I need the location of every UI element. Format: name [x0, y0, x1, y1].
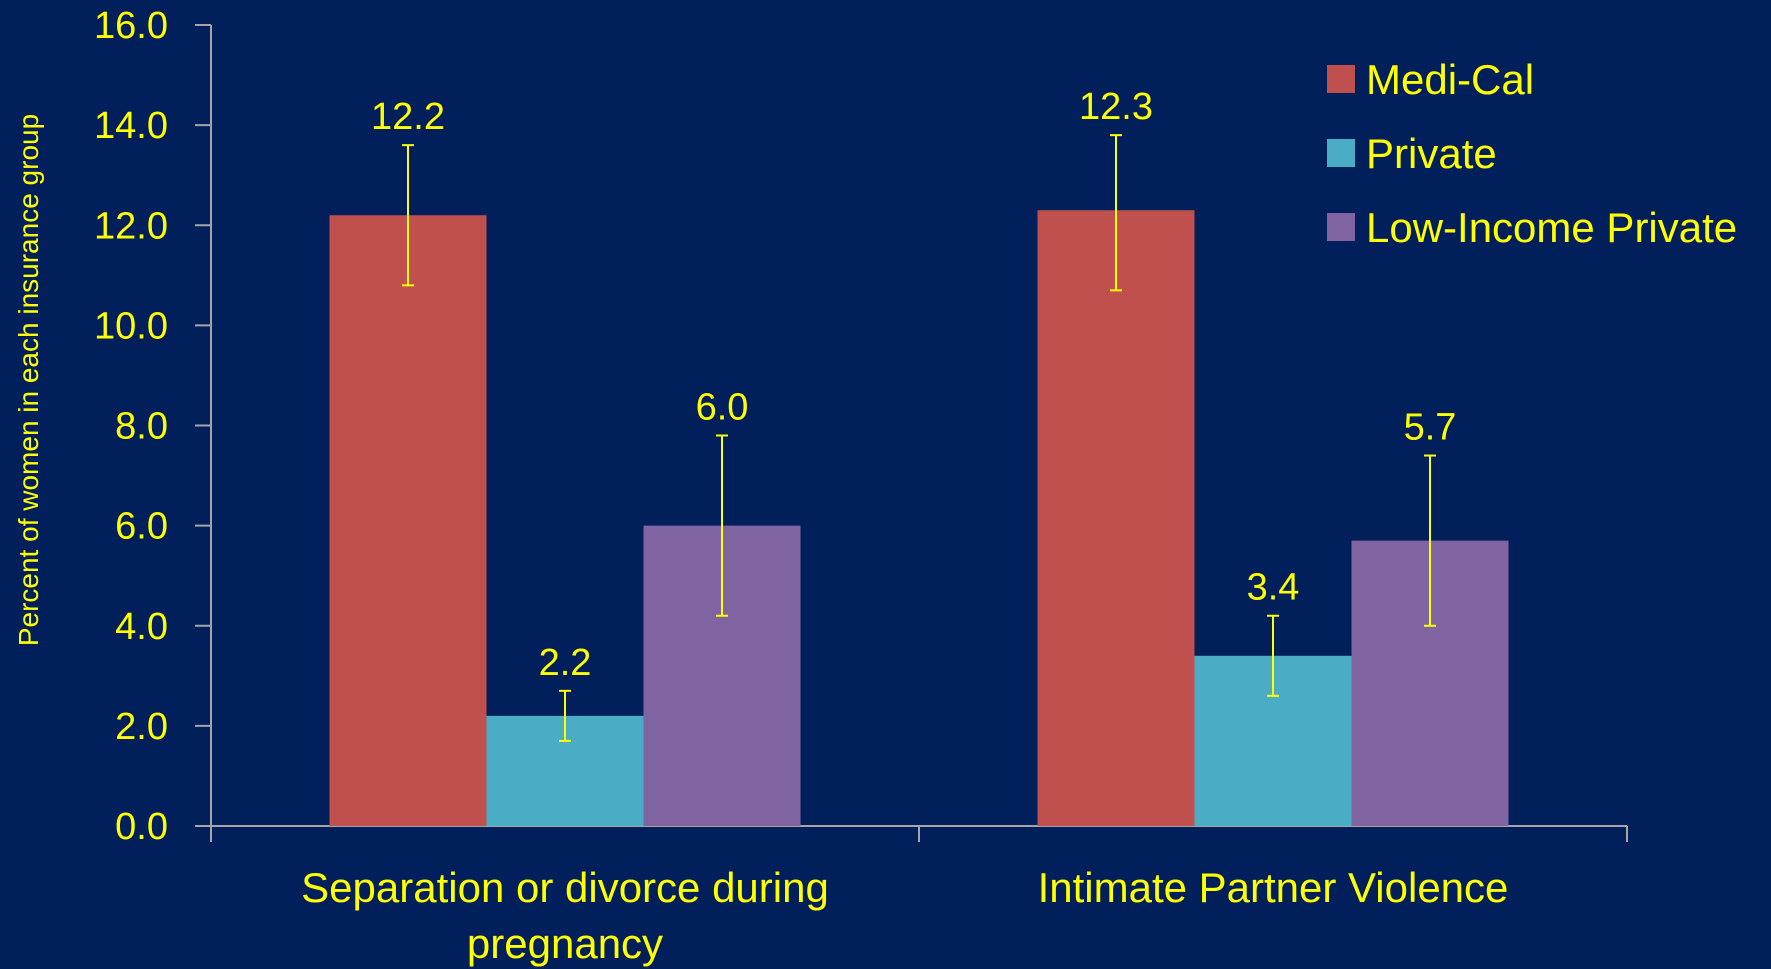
- legend: Medi-Cal Private Low-Income Private: [1327, 56, 1737, 251]
- y-tick-label: 2.0: [115, 706, 168, 748]
- bar: [329, 215, 487, 827]
- data-label: 12.2: [371, 96, 445, 138]
- data-label: 3.4: [1247, 567, 1300, 609]
- bars: 12.2 12.3 2.2 3.4 6.0 5.7: [329, 86, 1509, 827]
- legend-label: Medi-Cal: [1366, 56, 1534, 103]
- legend-swatch: [1327, 139, 1355, 167]
- y-tick-label: 8.0: [115, 406, 168, 448]
- x-category-label: Intimate Partner Violence: [1038, 864, 1509, 911]
- legend-label: Low-Income Private: [1366, 204, 1737, 251]
- x-category-label: pregnancy: [467, 920, 663, 967]
- legend-swatch: [1327, 213, 1355, 241]
- y-tick-label: 6.0: [115, 506, 168, 548]
- data-label: 2.2: [539, 642, 592, 684]
- y-axis-title: Percent of women in each insurance group: [13, 114, 44, 646]
- y-tick-label: 10.0: [94, 305, 168, 347]
- y-tick-label: 4.0: [115, 606, 168, 648]
- y-tick-label: 0.0: [115, 806, 168, 848]
- legend-label: Private: [1366, 130, 1497, 177]
- data-label: 6.0: [696, 387, 749, 429]
- legend-swatch: [1327, 65, 1355, 93]
- axes: 0.0 2.0 4.0 6.0 8.0 10.0 12.0 14.0 16.0 Separatio…: [94, 5, 1628, 967]
- x-category-label: Separation or divorce during: [301, 864, 829, 911]
- data-label: 12.3: [1079, 86, 1153, 128]
- bar: [1037, 210, 1195, 826]
- y-tick-label: 14.0: [94, 105, 168, 147]
- data-label: 5.7: [1404, 407, 1457, 449]
- y-tick-label: 12.0: [94, 205, 168, 247]
- y-tick-label: 16.0: [94, 5, 168, 47]
